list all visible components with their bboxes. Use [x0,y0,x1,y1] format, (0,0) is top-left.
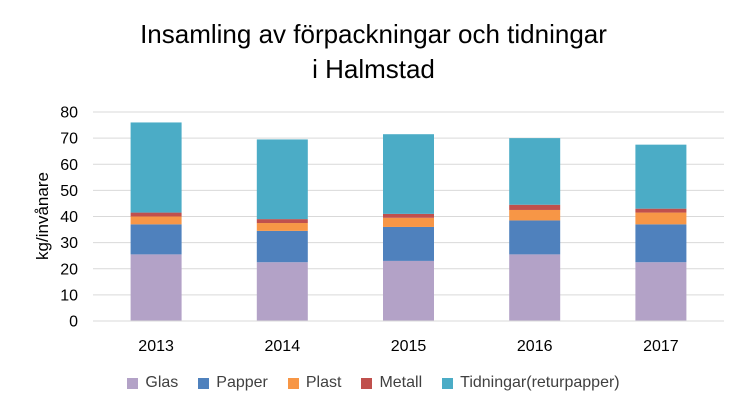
legend: Glas Papper Plast Metall Tidningar(returpapp… [0,374,747,392]
bar-segment-tidningar-returpapper [130,122,182,213]
legend-label: Glas [145,374,179,391]
bar-segment-plast [635,212,687,225]
bar-segment-tidningar-returpapper [383,134,434,214]
bar-segment-glas [130,254,182,321]
bar-segment-glas [256,262,308,321]
legend-swatch [361,377,373,389]
bar-segment-tidningar-returpapper [256,139,308,220]
bar-segment-glas [383,260,434,321]
bar-segment-papper [509,220,561,255]
chart-subtitle: i Halmstad [312,54,435,84]
y-tick-label: 0 [69,314,78,331]
bar-segment-metall [130,212,182,217]
y-tick-label: 80 [60,105,78,122]
y-axis-label: kg/invånare [33,172,52,260]
legend-label: Tidningar(returpapper) [460,374,620,391]
bar-segment-tidningar-returpapper [509,138,561,205]
x-tick-label: 2017 [643,338,679,355]
bar-segment-papper [635,224,687,263]
y-tick-label: 10 [60,287,78,304]
y-tick-label: 60 [60,157,78,174]
bar-segment-metall [635,208,687,213]
bar-segment-papper [256,230,308,263]
legend-item: Papper [198,374,268,392]
y-tick-label: 50 [60,183,78,200]
y-tick-label: 20 [60,261,78,278]
bar-segment-plast [130,216,182,225]
y-tick-label: 70 [60,131,78,148]
legend-label: Plast [305,374,342,391]
chart-title: Insamling av förpackningar och tidningar [140,19,607,49]
legend-label: Metall [379,374,423,391]
legend-item: Metall [361,374,422,392]
x-tick-label: 2014 [265,338,301,355]
x-tick-label: 2015 [391,338,427,355]
bar-segment-plast [383,217,434,227]
bar-segment-papper [383,226,434,261]
bar-segment-metall [383,213,434,218]
legend-swatch [198,377,210,389]
bar-segment-glas [509,254,561,321]
legend-item: Plast [287,374,342,392]
bar-segment-papper [130,224,182,255]
bar-segment-plast [256,223,308,231]
bar-segment-tidningar-returpapper [635,144,687,209]
legend-swatch [287,377,299,389]
legend-item: Glas [127,374,178,392]
x-tick-label: 2013 [138,338,174,355]
legend-label: Papper [216,374,268,391]
y-tick-label: 30 [60,235,78,252]
legend-item: Tidningar(returpapper) [442,374,620,392]
bar-segment-metall [509,204,561,210]
legend-swatch [442,377,454,389]
legend-swatch [127,377,139,389]
bar-segment-plast [509,209,561,221]
bar-segment-glas [635,262,687,321]
bar-segment-metall [256,219,308,224]
x-tick-label: 2016 [517,338,553,355]
y-tick-label: 40 [60,209,78,226]
